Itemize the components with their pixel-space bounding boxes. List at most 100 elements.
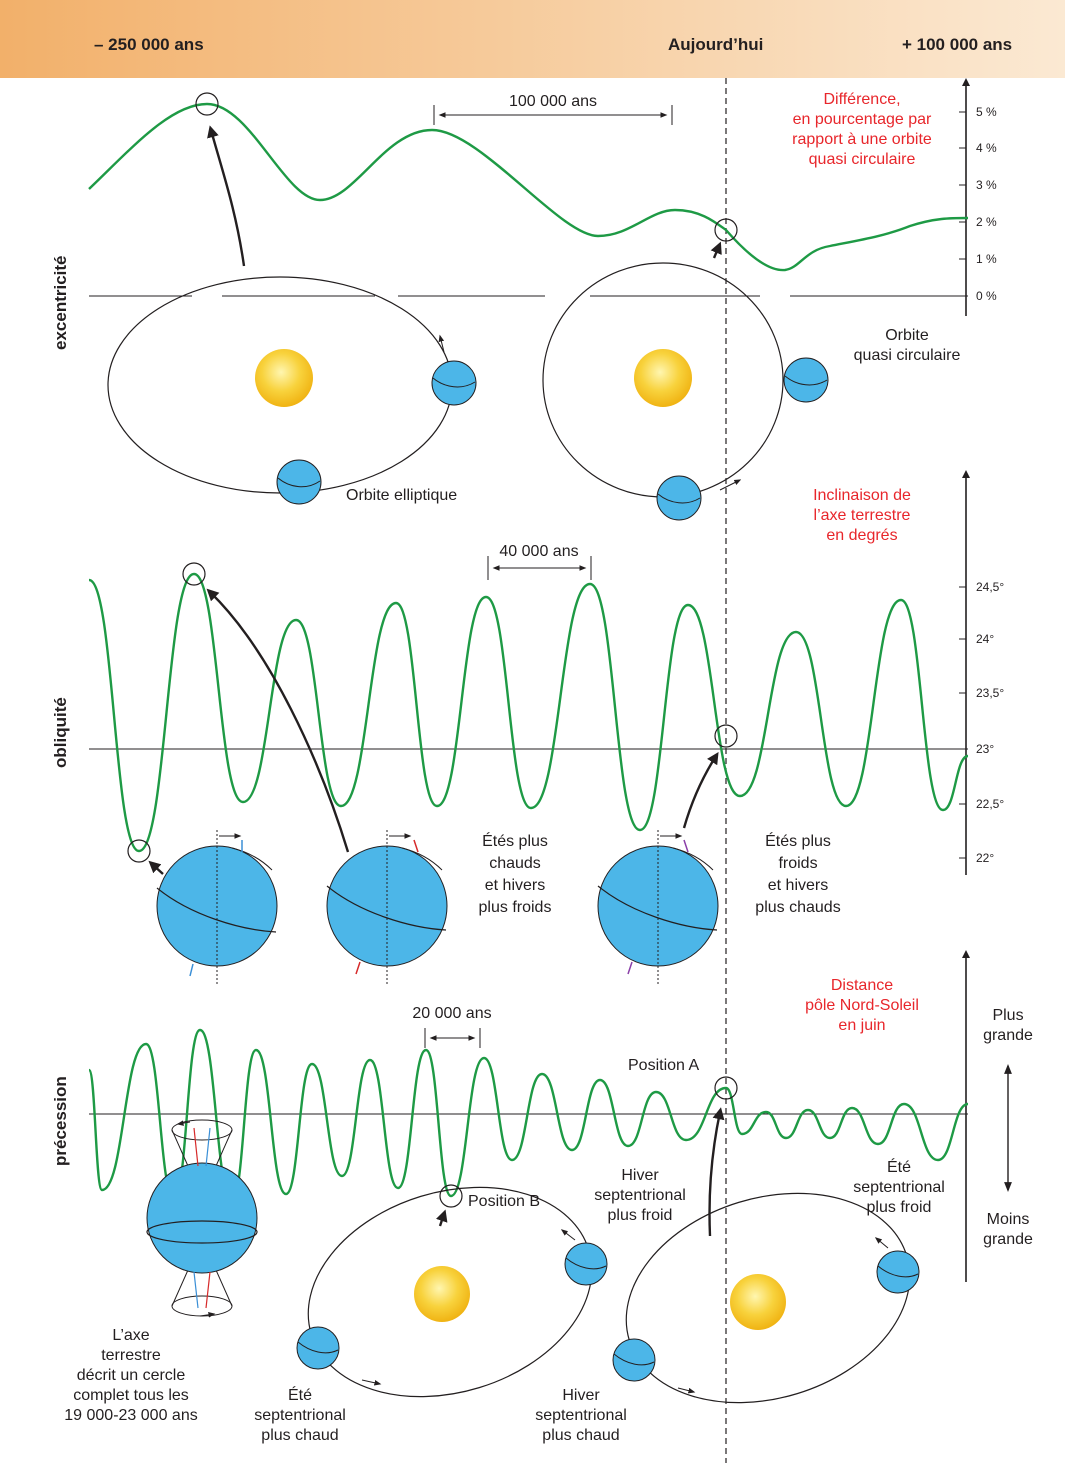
distance-top-label: Plus grande bbox=[983, 1007, 1033, 1044]
svg-text:pôle Nord-Soleil: pôle Nord-Soleil bbox=[805, 997, 919, 1014]
tick-label: 2 % bbox=[976, 215, 997, 229]
elliptic-orbit-label: Orbite elliptique bbox=[346, 487, 457, 504]
svg-text:plus froid: plus froid bbox=[608, 1207, 673, 1224]
svg-text:terrestre: terrestre bbox=[101, 1347, 161, 1364]
svg-text:Étés plus: Étés plus bbox=[765, 831, 831, 850]
obliquity-arrow bbox=[148, 860, 164, 875]
eccentricity-axis-title: Différence, en pourcentage par rapport à… bbox=[792, 91, 932, 168]
svg-text:septentrional: septentrional bbox=[535, 1407, 627, 1424]
precession-period-label: 20 000 ans bbox=[412, 1005, 491, 1022]
svg-text:Étés plus: Étés plus bbox=[482, 831, 548, 850]
precession-axis-title: Distance pôle Nord-Soleil en juin bbox=[805, 977, 919, 1034]
orbit-direction-arrow bbox=[361, 1379, 382, 1386]
obliquity-ticks: 24,5° 24° 23,5° 23° 22,5° 22° bbox=[959, 580, 1004, 865]
cool-summers-label: Étés plus froids et hivers plus chauds bbox=[755, 831, 840, 916]
tick-label: 1 % bbox=[976, 252, 997, 266]
eccentricity-side-label: excentricité bbox=[51, 256, 70, 351]
winter-cold-label: Hiver septentrional plus froid bbox=[594, 1167, 686, 1224]
circular-orbit-label: Orbite quasi circulaire bbox=[854, 327, 961, 364]
obliquity-max-marker bbox=[182, 562, 206, 586]
svg-text:plus chaud: plus chaud bbox=[261, 1427, 338, 1444]
position-a-label: Position A bbox=[628, 1057, 699, 1074]
tick-label: 3 % bbox=[976, 178, 997, 192]
sun-icon bbox=[255, 349, 313, 407]
precessing-earth-icon bbox=[146, 1119, 258, 1318]
svg-text:chauds: chauds bbox=[489, 855, 541, 872]
sun-icon bbox=[414, 1266, 470, 1322]
svg-text:grande: grande bbox=[983, 1231, 1033, 1248]
obliquity-min-marker bbox=[127, 839, 151, 863]
tilted-earth-icon bbox=[597, 830, 719, 984]
svg-text:Moins: Moins bbox=[987, 1211, 1030, 1228]
svg-text:plus froid: plus froid bbox=[867, 1199, 932, 1216]
tick-label: 4 % bbox=[976, 141, 997, 155]
obliquity-period-label: 40 000 ans bbox=[499, 543, 578, 560]
header-today: Aujourd’hui bbox=[668, 35, 763, 54]
tick-label: 24° bbox=[976, 632, 994, 646]
svg-text:complet tous les: complet tous les bbox=[73, 1387, 189, 1404]
axis-circle-label: L’axe terrestre décrit un cercle complet… bbox=[64, 1327, 197, 1424]
precession-arrow bbox=[436, 1209, 448, 1227]
earth-icon bbox=[876, 1250, 920, 1294]
position-b-marker bbox=[439, 1184, 463, 1208]
tick-label: 24,5° bbox=[976, 580, 1004, 594]
svg-text:grande: grande bbox=[983, 1027, 1033, 1044]
precession-arrow bbox=[708, 1107, 725, 1237]
sun-icon bbox=[730, 1274, 786, 1330]
winter-warm-label: Hiver septentrional plus chaud bbox=[535, 1387, 627, 1444]
eccentricity-max-marker bbox=[195, 92, 219, 116]
svg-text:quasi circulaire: quasi circulaire bbox=[809, 151, 916, 168]
obliquity-curve bbox=[88, 572, 969, 853]
svg-text:froids: froids bbox=[778, 855, 817, 872]
svg-text:quasi circulaire: quasi circulaire bbox=[854, 347, 961, 364]
position-b-label: Position B bbox=[468, 1193, 540, 1210]
svg-text:septentrional: septentrional bbox=[254, 1407, 346, 1424]
tick-label: 23° bbox=[976, 742, 994, 756]
warm-summers-label: Étés plus chauds et hivers plus froids bbox=[479, 831, 552, 916]
eccentricity-arrow bbox=[710, 241, 722, 259]
svg-text:en juin: en juin bbox=[838, 1017, 885, 1034]
timeline-header bbox=[0, 0, 1065, 78]
orbit-direction-arrow bbox=[677, 1387, 696, 1394]
svg-text:et hivers: et hivers bbox=[485, 877, 545, 894]
orbit-direction-arrow bbox=[438, 334, 445, 353]
summer-warm-label: Été septentrional plus chaud bbox=[254, 1385, 346, 1444]
svg-text:plus froids: plus froids bbox=[479, 899, 552, 916]
svg-text:et hivers: et hivers bbox=[768, 877, 828, 894]
header-future: + 100 000 ans bbox=[902, 35, 1012, 54]
svg-text:19 000-23 000 ans: 19 000-23 000 ans bbox=[64, 1407, 197, 1424]
svg-text:L’axe: L’axe bbox=[112, 1327, 149, 1344]
obliquity-arrow bbox=[206, 588, 350, 853]
svg-text:plus chaud: plus chaud bbox=[542, 1427, 619, 1444]
svg-text:Hiver: Hiver bbox=[621, 1167, 659, 1184]
eccentricity-today-marker bbox=[714, 218, 738, 242]
precession-period-marker: 20 000 ans bbox=[412, 1005, 492, 1048]
earth-icon bbox=[296, 1326, 340, 1370]
svg-text:Différence,: Différence, bbox=[823, 91, 900, 108]
svg-text:Hiver: Hiver bbox=[562, 1387, 600, 1404]
earth-icon bbox=[783, 357, 829, 403]
svg-text:en pourcentage par: en pourcentage par bbox=[793, 111, 932, 128]
svg-text:l’axe terrestre: l’axe terrestre bbox=[814, 507, 911, 524]
tick-label: 22° bbox=[976, 851, 994, 865]
earth-icon bbox=[612, 1338, 656, 1382]
obliquity-side-label: obliquité bbox=[51, 697, 70, 768]
svg-text:Distance: Distance bbox=[831, 977, 893, 994]
tick-label: 23,5° bbox=[976, 686, 1004, 700]
tick-label: 5 % bbox=[976, 105, 997, 119]
earth-icon bbox=[564, 1242, 608, 1286]
obliquity-arrow bbox=[682, 751, 719, 829]
svg-text:Été: Été bbox=[288, 1385, 312, 1404]
earth-icon bbox=[431, 360, 477, 406]
obliquity-axis-title: Inclinaison de l’axe terrestre en degrés bbox=[813, 487, 911, 544]
obliquity-period-marker: 40 000 ans bbox=[487, 543, 592, 580]
orbit-direction-arrow bbox=[874, 1237, 889, 1249]
tick-label: 22,5° bbox=[976, 797, 1004, 811]
obliquity-today-marker bbox=[714, 724, 738, 748]
obliquity-panel: obliquité 24,5° 24° 23,5° 23° 22,5° 22° … bbox=[51, 470, 1004, 984]
eccentricity-curve bbox=[88, 102, 969, 272]
orbit-direction-arrow bbox=[560, 1229, 576, 1241]
svg-text:en degrés: en degrés bbox=[826, 527, 897, 544]
